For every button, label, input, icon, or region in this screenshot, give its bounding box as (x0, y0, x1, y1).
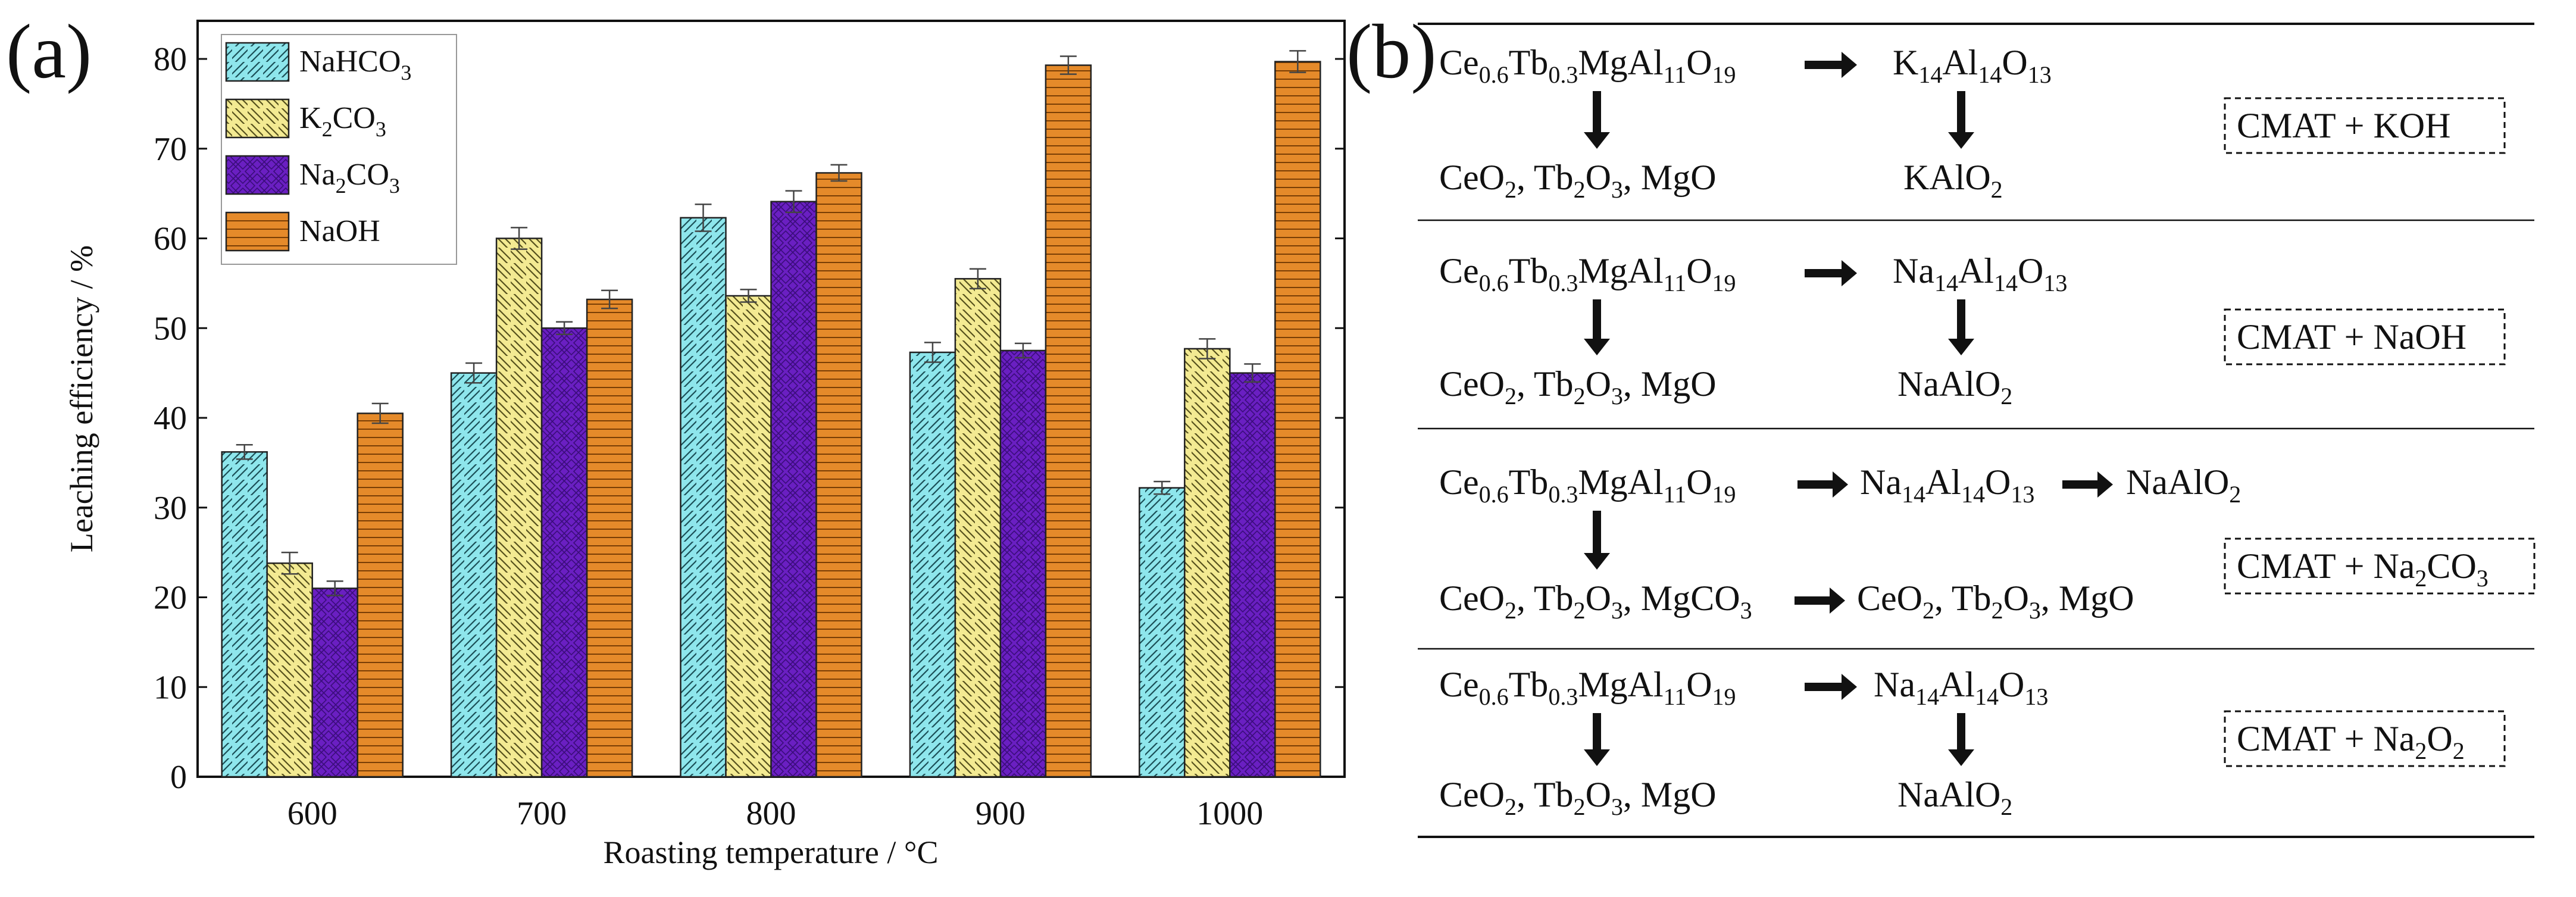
bars (221, 50, 1321, 778)
bar-na2co3-700 (540, 327, 588, 778)
dashed-box (2224, 308, 2506, 365)
bar-naoh-800 (815, 172, 862, 778)
y-tick-label: 50 (154, 310, 187, 347)
legend-swatch-naoh (225, 211, 290, 252)
x-tick-label: 600 (287, 795, 337, 832)
intermediate: Na14Al14O13 (1874, 665, 2048, 710)
x-tick-label: 800 (746, 795, 796, 832)
bar-nahco3-600 (221, 451, 268, 778)
condition-label: CMAT + KOH (2237, 106, 2450, 145)
dashed-box (2224, 537, 2536, 595)
intermediate-2: NaAlO2 (2126, 462, 2241, 508)
bar-na2co3-900 (999, 349, 1047, 778)
condition-label: CMAT + NaOH (2237, 317, 2466, 357)
dashed-box (2224, 710, 2506, 767)
x-tick-label: 700 (517, 795, 567, 832)
arrow-right-icon (2097, 471, 2113, 498)
y-tick-label: 0 (170, 759, 187, 796)
y-tick-label: 20 (154, 580, 187, 617)
arrow-down-icon (1584, 749, 1610, 766)
legend: NaHCO3 K2CO3 Na2CO3 NaOH (221, 34, 457, 265)
bar-k2co3-1000 (1184, 348, 1231, 778)
panel-a-label: (a) (6, 9, 92, 95)
product-right: CeO2, Tb2O3, MgO (1857, 579, 2134, 624)
condition-label: CMAT + Na2O2 (2237, 719, 2465, 764)
arrow-right-icon (1833, 471, 1848, 498)
reaction-scheme: Ce0.6Tb0.3MgAl11O19 CeO2, Tb2O3, MgO K14Al… (1418, 23, 2536, 838)
arrow-right-icon (1842, 52, 1857, 78)
legend-swatch-na2co3 (225, 155, 290, 195)
reaction-row-koh: Ce0.6Tb0.3MgAl11O19 CeO2, Tb2O3, MgO K14Al… (1439, 43, 2506, 203)
dashed-box (2224, 97, 2506, 154)
bar-k2co3-800 (725, 295, 772, 778)
product-left: CeO2, Tb2O3, MgO (1439, 364, 1717, 410)
arrow-down-icon (1948, 132, 1974, 149)
product-left: CeO2, Tb2O3, MgO (1439, 158, 1717, 203)
intermediate: Na14Al14O13 (1860, 462, 2034, 508)
legend-label-k2co3: K2CO3 (299, 101, 386, 141)
bar-nahco3-800 (680, 217, 727, 778)
x-tick-label: 900 (976, 795, 1026, 832)
arrow-down-icon (1948, 749, 1974, 766)
product-right: NaAlO2 (1897, 364, 2012, 410)
arrow-down-icon (1948, 339, 1974, 355)
y-tick-label: 60 (154, 221, 187, 258)
reactant-cmat: Ce0.6Tb0.3MgAl11O19 (1439, 43, 1736, 88)
arrow-down-icon (1584, 132, 1610, 149)
bar-na2co3-800 (770, 201, 817, 778)
bar-naoh-900 (1045, 64, 1092, 778)
reaction-row-naoh: Ce0.6Tb0.3MgAl11O19 CeO2, Tb2O3, MgO Na14A… (1439, 251, 2506, 410)
x-tick-label: 1000 (1196, 795, 1263, 832)
x-axis: 600 700 800 900 1000 (287, 767, 1263, 832)
bar-chart: 0 10 20 30 40 50 60 70 80 600 700 800 900 1000 NaHCO… (64, 20, 1346, 870)
product-right: NaAlO2 (1897, 775, 2012, 820)
bar-k2co3-900 (954, 278, 1002, 778)
bar-naoh-700 (586, 298, 633, 778)
reactant-cmat: Ce0.6Tb0.3MgAl11O19 (1439, 462, 1736, 508)
bar-nahco3-1000 (1139, 487, 1186, 778)
legend-label-nahco3: NaHCO3 (299, 45, 411, 85)
intermediate: K14Al14O13 (1893, 43, 2052, 88)
bar-naoh-600 (357, 412, 404, 778)
y-tick-label: 80 (154, 41, 187, 78)
arrow-down-icon (1584, 339, 1610, 355)
y-tick-label: 40 (154, 400, 187, 437)
y-tick-label: 10 (154, 669, 187, 706)
y-tick-label: 30 (154, 490, 187, 527)
arrow-right-icon (1830, 587, 1845, 614)
bar-na2co3-1000 (1229, 372, 1276, 778)
y-tick-label: 70 (154, 131, 187, 168)
arrow-right-icon (1842, 674, 1857, 700)
legend-swatch-k2co3 (225, 98, 290, 139)
legend-label-na2co3: Na2CO3 (299, 158, 400, 198)
y-axis: 0 10 20 30 40 50 60 70 80 (154, 41, 1345, 796)
legend-label-naoh: NaOH (299, 214, 380, 248)
y-axis-label: Leaching efficiency / % (64, 245, 99, 552)
product-left: CeO2, Tb2O3, MgCO3 (1439, 579, 1752, 624)
bar-k2co3-700 (495, 237, 543, 778)
reaction-row-na2co3: Ce0.6Tb0.3MgAl11O19 CeO2, Tb2O3, MgCO3 Na1… (1439, 462, 2536, 624)
bar-naoh-1000 (1274, 61, 1321, 778)
bar-na2co3-600 (311, 587, 358, 778)
reactant-cmat: Ce0.6Tb0.3MgAl11O19 (1439, 251, 1736, 296)
arrow-right-icon (1842, 260, 1857, 286)
condition-label: CMAT + Na2CO3 (2237, 546, 2489, 592)
x-axis-label: Roasting temperature / °C (604, 835, 939, 870)
panel-b-label: (b) (1346, 9, 1437, 95)
arrow-down-icon (1584, 553, 1610, 570)
product-right: KAlO2 (1903, 158, 2003, 203)
legend-swatch-nahco3 (225, 42, 290, 82)
product-left: CeO2, Tb2O3, MgO (1439, 775, 1717, 820)
bar-nahco3-900 (909, 351, 956, 778)
bar-nahco3-700 (450, 372, 498, 778)
reaction-row-na2o2: Ce0.6Tb0.3MgAl11O19 CeO2, Tb2O3, MgO Na14A… (1439, 665, 2506, 820)
intermediate: Na14Al14O13 (1893, 251, 2067, 296)
reactant-cmat: Ce0.6Tb0.3MgAl11O19 (1439, 665, 1736, 710)
bar-k2co3-600 (266, 562, 313, 778)
